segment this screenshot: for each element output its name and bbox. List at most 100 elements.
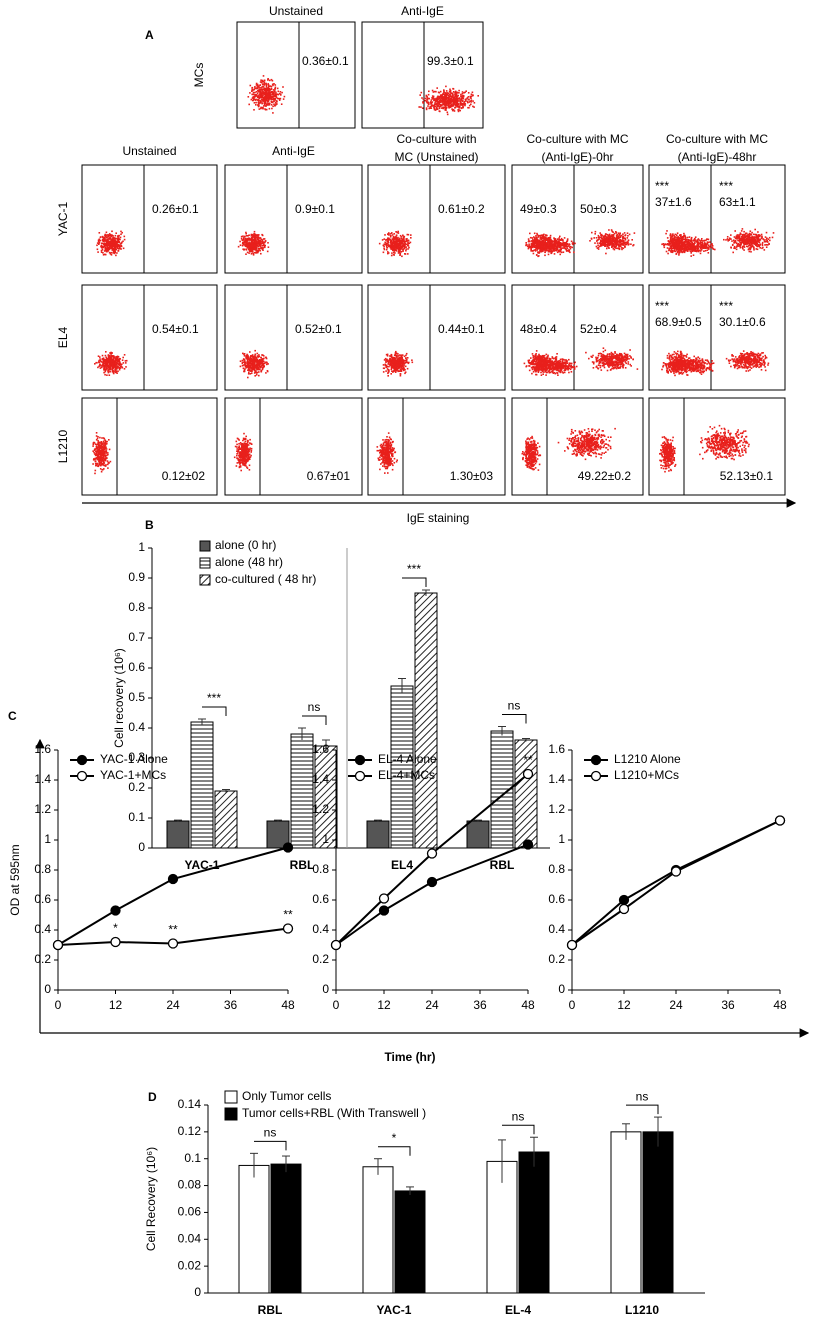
significance: ** xyxy=(523,753,533,767)
legend-swatch xyxy=(224,1107,238,1121)
x-tick-label: 12 xyxy=(377,998,391,1012)
y-tick-label: 0.02 xyxy=(178,1258,202,1272)
bar xyxy=(214,790,238,849)
dot-cloud xyxy=(723,228,775,254)
bar xyxy=(362,1166,394,1294)
marker xyxy=(566,939,578,951)
bar xyxy=(642,1131,674,1294)
dot-cloud xyxy=(94,351,128,376)
y-tick-label: 0.1 xyxy=(184,1151,201,1165)
flow-value: 50±0.3 xyxy=(580,202,617,216)
y-tick-label: 0.04 xyxy=(178,1231,202,1245)
y-tick-label: 1.2 xyxy=(34,802,51,816)
bar xyxy=(290,733,314,849)
line xyxy=(57,846,289,946)
significance: *** xyxy=(655,179,669,193)
y-tick-label: 1.2 xyxy=(548,802,565,816)
flow-value: 37±1.6 xyxy=(655,195,692,209)
bar xyxy=(518,1151,550,1294)
significance: *** xyxy=(655,299,669,313)
flow-value: 68.9±0.5 xyxy=(655,315,702,329)
marker xyxy=(522,839,534,850)
y-tick-label: 0 xyxy=(558,982,565,996)
y-tick-label: 1.2 xyxy=(312,802,329,816)
panel-label: C xyxy=(8,709,17,723)
column-header: Anti-IgE xyxy=(272,144,315,158)
dot-cloud xyxy=(535,356,578,376)
flow-value: 0.54±0.1 xyxy=(152,322,199,336)
line xyxy=(335,843,529,946)
y-tick-label: 1.4 xyxy=(34,772,51,786)
significance: *** xyxy=(719,299,733,313)
marker xyxy=(378,905,390,916)
row-label: L1210 xyxy=(56,429,70,463)
y-tick-label: 0.6 xyxy=(34,892,51,906)
flow-plot xyxy=(236,21,356,129)
legend-label: L1210 Alone xyxy=(614,752,681,766)
bar xyxy=(270,1163,302,1294)
y-tick-label: 1 xyxy=(44,832,51,846)
y-tick-label: 0.8 xyxy=(128,600,145,614)
x-tick-label: 24 xyxy=(669,998,683,1012)
y-tick-label: 0.8 xyxy=(548,862,565,876)
y-tick-label: 0.2 xyxy=(312,952,329,966)
flow-value: 99.3±0.1 xyxy=(427,54,474,68)
flow-plot xyxy=(224,164,363,274)
x-tick-label: RBL xyxy=(490,858,515,872)
legend-marker xyxy=(590,770,602,782)
column-header: Co-culture with xyxy=(396,132,476,146)
legend-marker xyxy=(76,770,88,782)
marker xyxy=(110,905,121,916)
dot-cloud xyxy=(585,347,639,372)
column-header: Unstained xyxy=(269,4,323,18)
flow-plot xyxy=(648,164,786,274)
legend-marker xyxy=(76,754,88,766)
line xyxy=(57,927,289,946)
flow-x-label: IgE staining xyxy=(407,511,470,525)
bar xyxy=(414,592,438,849)
panel-label: D xyxy=(148,1090,157,1104)
x-tick-label: 48 xyxy=(281,998,295,1012)
bar xyxy=(486,1160,518,1294)
dot-cloud xyxy=(233,432,253,472)
marker xyxy=(110,936,121,948)
flow-value: 52±0.4 xyxy=(580,322,617,336)
marker xyxy=(378,893,390,904)
significance: ns xyxy=(512,1109,525,1123)
significance: ** xyxy=(168,923,178,937)
y-tick-label: 0.08 xyxy=(178,1178,202,1192)
marker xyxy=(330,939,342,951)
y-axis-label: Cell Recovery (10⁶) xyxy=(144,1147,158,1251)
column-header: (Anti-IgE)-48hr xyxy=(678,150,757,164)
legend-label: YAC-1+MCs xyxy=(100,768,166,782)
legend-label: YAC-1 Alone xyxy=(100,752,168,766)
y-tick-label: 1.4 xyxy=(312,772,329,786)
marker xyxy=(282,842,294,853)
flow-plot xyxy=(81,164,218,274)
legend-label: L1210+MCs xyxy=(614,768,679,782)
flow-value: 0.61±0.2 xyxy=(438,202,485,216)
marker xyxy=(167,873,179,885)
x-tick-label: L1210 xyxy=(625,1303,659,1317)
flow-value: 49±0.3 xyxy=(520,202,557,216)
x-axis-label: Time (hr) xyxy=(384,1050,435,1064)
significance: ns xyxy=(508,699,521,713)
legend-marker xyxy=(590,754,602,766)
legend-swatch xyxy=(199,557,211,569)
legend-label: Only Tumor cells xyxy=(242,1089,331,1103)
marker xyxy=(426,848,438,859)
y-tick-label: 0.6 xyxy=(548,892,565,906)
legend-label: co-cultured ( 48 hr) xyxy=(215,572,316,586)
row-label: EL4 xyxy=(56,327,70,349)
y-tick-label: 0.4 xyxy=(128,720,145,734)
marker xyxy=(618,894,630,906)
dot-cloud xyxy=(674,355,715,376)
dot-cloud xyxy=(96,230,126,257)
y-tick-label: 1.6 xyxy=(548,742,565,756)
flow-value: 1.30±03 xyxy=(450,469,494,483)
flow-value: 0.9±0.1 xyxy=(295,202,335,216)
dot-cloud xyxy=(725,350,770,372)
x-tick-label: EL-4 xyxy=(505,1303,531,1317)
x-tick-label: 36 xyxy=(473,998,487,1012)
bar xyxy=(190,721,214,849)
